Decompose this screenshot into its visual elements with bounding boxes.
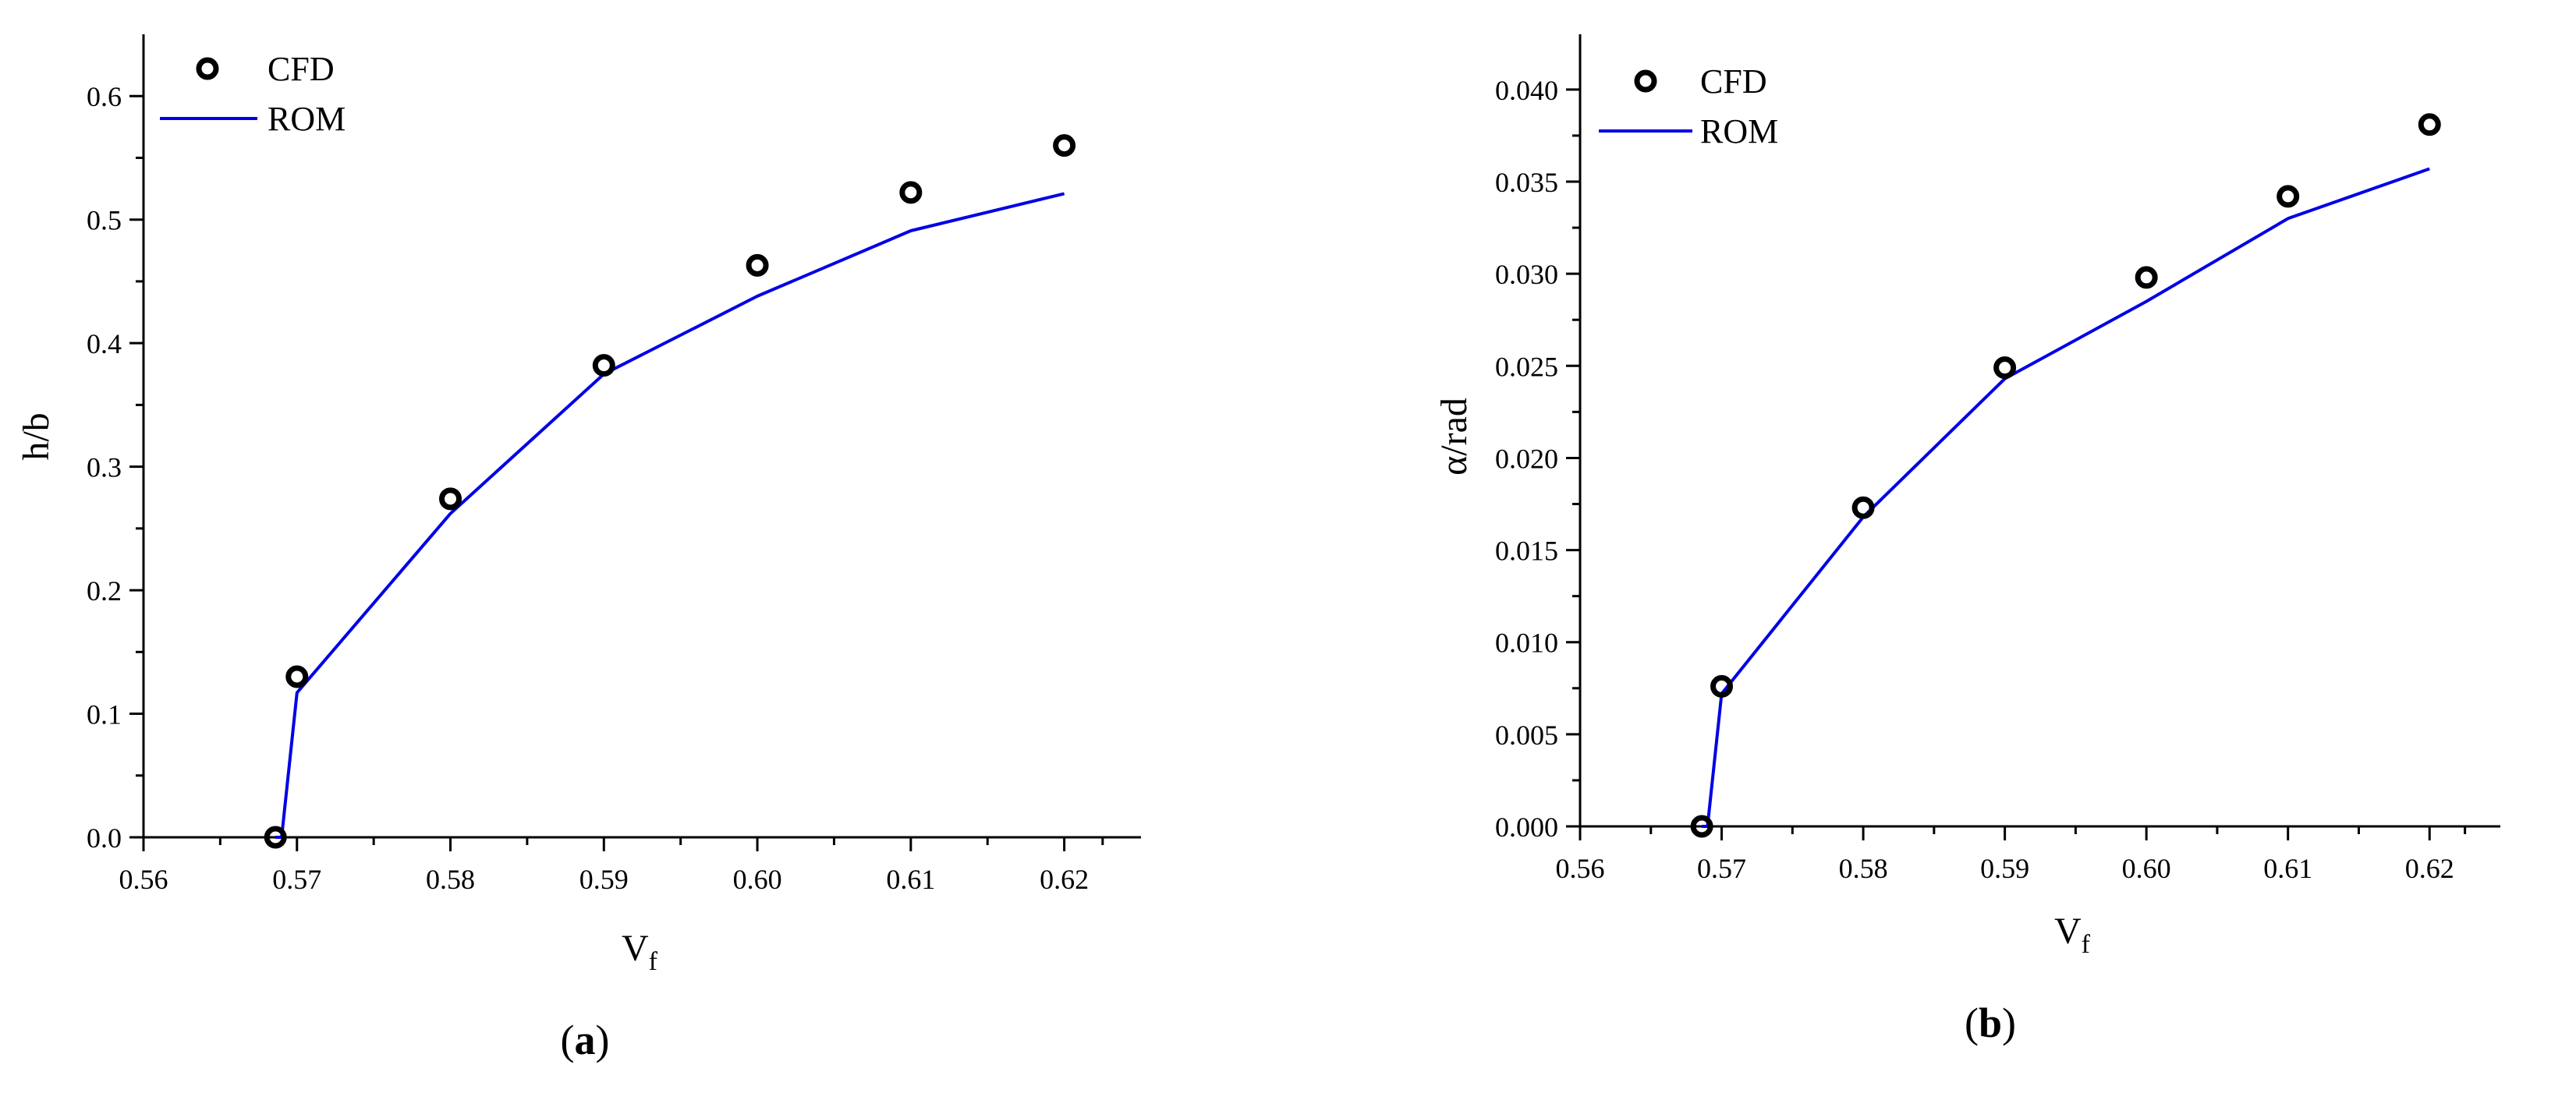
- y-tick-label: 0.025: [1495, 351, 1558, 382]
- y-tick-label: 0.6: [87, 81, 122, 112]
- data-point-cfd: [285, 665, 309, 688]
- legend-marker-cfd: [196, 57, 219, 80]
- data-point-cfd: [264, 826, 287, 849]
- y-tick-label: 0.5: [87, 205, 122, 236]
- y-tick-label: 0.030: [1495, 259, 1558, 290]
- x-tick-label: 0.56: [119, 864, 168, 895]
- panel-label-close-paren: ): [596, 1017, 610, 1063]
- x-tick-label: 0.59: [1980, 853, 2029, 884]
- chart-panel-a: 0.56 0.57 0.58 0.59 0.60 0.61 0.62 0.0 0.1 0.2 0.3…: [16, 34, 1141, 1063]
- legend-marker-cfd: [1634, 69, 1657, 93]
- data-point-cfd: [1710, 674, 1734, 698]
- y-tick-label: 0.010: [1495, 628, 1558, 659]
- x-axis-label: Vf: [2054, 911, 2091, 959]
- y-tick-label: 0.005: [1495, 720, 1558, 751]
- data-point-cfd: [2277, 185, 2300, 208]
- data-point-cfd: [746, 253, 769, 277]
- panel-label-letter: a: [575, 1017, 596, 1063]
- series-line-rom: [1702, 167, 2430, 828]
- x-tick-label: 0.57: [1697, 853, 1746, 884]
- x-tick-label: 0.58: [1839, 853, 1888, 884]
- panel-label-open-paren: (: [561, 1017, 575, 1063]
- y-axis-label: h/b: [16, 412, 57, 460]
- x-tick-label: 0.62: [1040, 864, 1089, 895]
- chart-panel-b: 0.56 0.57 0.58 0.59 0.60 0.61 0.62 0.000 0.005 0.…: [1433, 34, 2500, 1046]
- y-tick-label: 0.0: [87, 822, 122, 854]
- y-tick-label: 0.015: [1495, 536, 1558, 567]
- data-point-cfd: [592, 354, 615, 377]
- panel-label-letter: b: [1979, 999, 2002, 1046]
- data-point-cfd: [899, 181, 923, 204]
- x-tick-label: 0.58: [426, 864, 475, 895]
- legend-label-cfd: CFD: [268, 50, 335, 88]
- x-tick-label: 0.60: [2122, 853, 2171, 884]
- x-tick-label: 0.60: [733, 864, 782, 895]
- x-axis-label-main: V: [2054, 911, 2082, 952]
- x-tick-label: 0.59: [579, 864, 629, 895]
- x-axis-label: Vf: [622, 928, 658, 976]
- x-axis-label-subscript: f: [649, 947, 658, 976]
- x-tick-label: 0.61: [886, 864, 935, 895]
- y-tick-label: 0.040: [1495, 75, 1558, 106]
- y-tick-label: 0.3: [87, 452, 122, 483]
- legend-label-rom: ROM: [1700, 112, 1778, 150]
- panel-label-close-paren: ): [2002, 999, 2016, 1046]
- series-line-rom: [275, 192, 1065, 839]
- legend-label-rom: ROM: [268, 100, 345, 138]
- y-tick-label: 0.020: [1495, 443, 1558, 474]
- data-point-cfd: [2418, 113, 2441, 136]
- x-tick-label: 0.56: [1556, 853, 1605, 884]
- y-tick-label: 0.000: [1495, 812, 1558, 843]
- panel-label-open-paren: (: [1965, 999, 1979, 1046]
- x-tick-label: 0.62: [2405, 853, 2454, 884]
- data-point-cfd: [2135, 266, 2158, 289]
- panel-label: (a): [561, 1017, 610, 1063]
- data-point-cfd: [1690, 815, 1713, 838]
- y-tick-label: 0.1: [87, 699, 122, 730]
- y-tick-label: 0.2: [87, 575, 122, 607]
- panel-label: (b): [1965, 999, 2016, 1046]
- x-tick-label: 0.61: [2263, 853, 2312, 884]
- y-axis-label: α/rad: [1433, 398, 1475, 476]
- x-axis-label-subscript: f: [2082, 930, 2091, 959]
- data-point-cfd: [439, 487, 462, 511]
- data-point-cfd: [1851, 496, 1875, 519]
- data-point-cfd: [1993, 356, 2017, 380]
- y-tick-label: 0.4: [87, 328, 122, 359]
- legend-label-cfd: CFD: [1700, 62, 1767, 101]
- data-point-cfd: [1053, 134, 1076, 157]
- x-axis-label-main: V: [622, 928, 649, 969]
- y-tick-label: 0.035: [1495, 167, 1558, 198]
- x-tick-label: 0.57: [272, 864, 321, 895]
